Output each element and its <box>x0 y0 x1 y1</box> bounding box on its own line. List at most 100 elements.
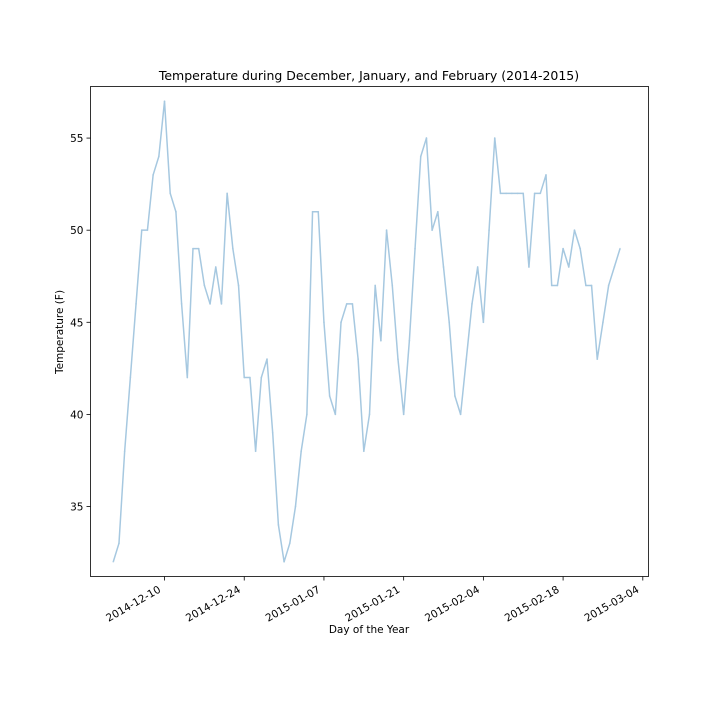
data-point <box>528 266 530 268</box>
data-point <box>323 321 325 324</box>
data-point <box>488 229 490 232</box>
data-point <box>442 266 445 268</box>
data-point <box>288 542 291 545</box>
y-tick-label: 35 <box>70 502 83 514</box>
x-axis-label: Day of the Year <box>329 624 410 636</box>
data-point <box>391 284 394 287</box>
data-point <box>379 339 382 342</box>
data-point <box>180 302 183 305</box>
data-point <box>123 450 126 453</box>
data-point <box>590 284 593 287</box>
data-point <box>118 542 120 545</box>
data-point <box>226 192 229 195</box>
data-point <box>579 247 582 250</box>
data-point <box>351 302 354 305</box>
data-point <box>539 192 542 195</box>
data-point <box>220 302 223 305</box>
data-point <box>482 321 485 324</box>
data-point <box>129 376 132 379</box>
data-point <box>522 192 525 195</box>
data-point <box>169 192 172 195</box>
data-point <box>146 229 149 232</box>
data-point <box>516 192 519 195</box>
data-point <box>602 321 604 324</box>
data-point <box>300 450 303 453</box>
data-point <box>340 321 342 324</box>
data-point <box>317 210 320 213</box>
data-point <box>562 247 564 250</box>
series-line <box>112 100 621 563</box>
data-point <box>436 210 439 213</box>
data-point <box>499 192 502 195</box>
data-point <box>112 560 115 563</box>
data-point <box>419 155 422 158</box>
data-point <box>397 358 399 361</box>
data-point <box>584 284 587 287</box>
data-point <box>613 266 616 268</box>
data-point <box>249 376 251 379</box>
data-point <box>163 100 166 103</box>
data-point <box>311 210 314 213</box>
data-point <box>203 284 206 287</box>
data-point <box>596 358 599 361</box>
data-point <box>454 395 456 397</box>
data-point <box>243 376 246 379</box>
data-point <box>140 229 143 232</box>
data-point <box>533 192 536 195</box>
data-point <box>465 358 468 361</box>
data-point <box>214 266 217 268</box>
data-point <box>448 321 451 324</box>
data-point <box>260 376 263 379</box>
data-point <box>556 284 559 287</box>
data-point <box>186 376 189 379</box>
chart-title: Temperature during December, January, an… <box>158 68 579 83</box>
y-axis-label: Temperature (F) <box>54 290 66 375</box>
data-point <box>209 302 211 305</box>
data-point <box>619 247 621 250</box>
plot-frame <box>90 86 649 577</box>
data-point <box>334 413 337 416</box>
y-tick-label: 50 <box>70 225 83 237</box>
data-point <box>505 192 508 195</box>
data-point <box>374 284 377 287</box>
data-point <box>362 450 365 453</box>
y-tick-label: 40 <box>70 409 83 421</box>
data-point <box>550 284 553 287</box>
data-point <box>231 247 234 250</box>
data-point <box>414 247 416 250</box>
data-point <box>425 137 428 139</box>
data-point <box>135 302 137 305</box>
y-tick-label: 55 <box>70 133 83 145</box>
data-point <box>277 524 280 526</box>
data-point <box>152 174 155 176</box>
data-point <box>368 413 371 416</box>
y-tick-label: 45 <box>70 317 83 329</box>
data-point <box>197 247 200 250</box>
data-point <box>237 284 240 287</box>
data-point <box>607 284 610 287</box>
data-point <box>266 358 268 361</box>
data-point <box>283 560 285 563</box>
data-point <box>305 413 308 416</box>
data-point <box>431 229 434 232</box>
data-point <box>567 266 570 268</box>
data-point <box>294 505 297 508</box>
data-point <box>328 395 331 397</box>
data-point <box>573 229 576 232</box>
data-point <box>192 247 194 250</box>
data-point <box>510 192 513 195</box>
data-point <box>345 302 348 305</box>
data-point <box>271 431 274 434</box>
data-point <box>471 302 473 305</box>
data-point <box>493 137 496 139</box>
data-point <box>385 229 388 232</box>
data-point <box>254 450 257 453</box>
data-point <box>408 339 411 342</box>
data-point <box>402 413 405 416</box>
data-point <box>357 358 360 361</box>
data-point <box>459 413 462 416</box>
data-point <box>175 210 177 213</box>
